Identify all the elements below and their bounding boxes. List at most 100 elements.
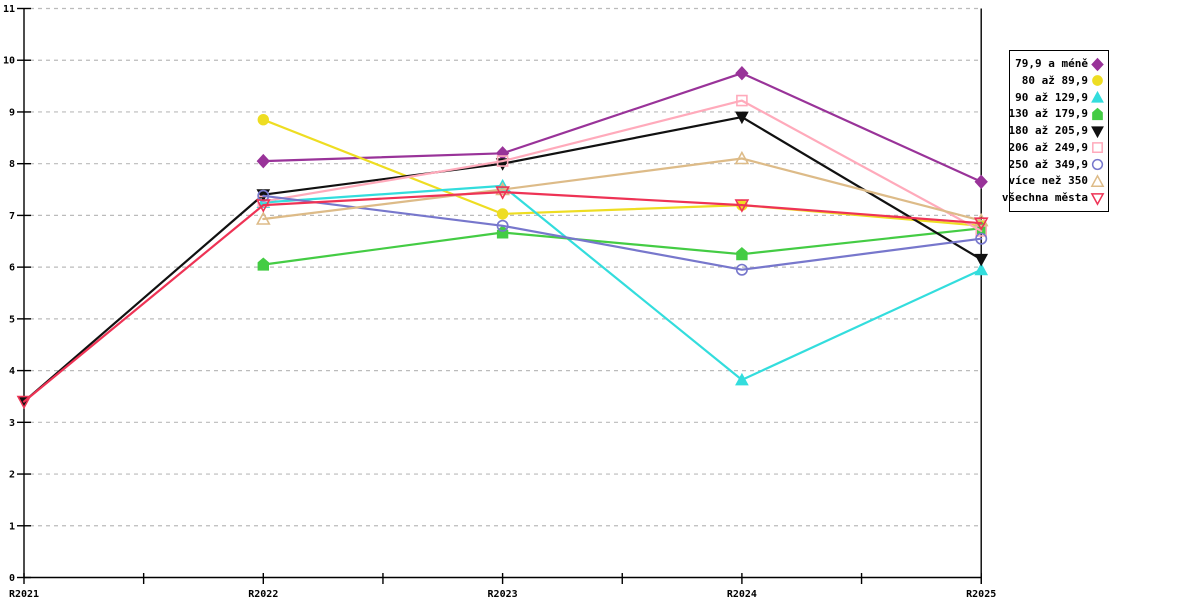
legend-item-label: 79,9 a méně — [1015, 57, 1088, 70]
x-tick-label: R2024 — [727, 589, 757, 600]
pentagon-marker-icon — [257, 257, 269, 271]
pentagon-marker-icon — [496, 225, 509, 239]
legend-triangle-down-icon — [1090, 192, 1105, 206]
triangle-down-marker-icon — [495, 186, 510, 200]
gridlines — [30, 7, 978, 527]
legend-item: 206 až 249,9 — [1009, 140, 1105, 156]
axes — [17, 7, 982, 584]
legend: 79,9 a méně 80 až 89,9 90 až 129,9 130 až 1… — [1002, 50, 1109, 212]
legend-item-label: 80 až 89,9 — [1021, 73, 1088, 87]
y-tick-label: 5 — [9, 314, 15, 325]
triangle-down-marker-icon — [974, 253, 989, 267]
triangle-up-marker-icon — [1091, 90, 1104, 103]
legend-circle-icon — [1091, 158, 1104, 171]
x-tick-label: R2021 — [9, 589, 39, 600]
y-tick-label: 3 — [9, 418, 15, 429]
legend-diamond-icon — [1091, 57, 1104, 71]
diamond-marker-icon — [1091, 57, 1104, 71]
triangle-down-marker-icon — [973, 217, 989, 231]
circle-marker-icon — [257, 189, 270, 202]
legend-item: 130 až 179,9 — [1009, 106, 1105, 122]
x-tick-label: R2023 — [488, 589, 518, 600]
square-marker-icon — [736, 94, 748, 107]
legend-item: 90 až 129,9 — [1014, 90, 1105, 106]
diamond-marker-icon — [256, 153, 270, 169]
circle-marker-icon — [975, 232, 988, 245]
series-6 — [257, 189, 988, 276]
series-line-7 — [262, 157, 983, 222]
legend-item: více než 350 — [1009, 173, 1105, 189]
legend-circle-icon — [1092, 75, 1103, 87]
triangle-up-marker-icon — [735, 372, 749, 386]
triangle-up-marker-icon — [1090, 174, 1105, 187]
series-3 — [257, 221, 987, 271]
y-tick-label: 0 — [9, 573, 15, 584]
y-tick-label: 6 — [9, 263, 15, 274]
diamond-marker-icon — [735, 65, 749, 81]
triangle-up-marker-icon — [734, 150, 750, 165]
series-2 — [256, 178, 989, 386]
circle-marker-icon — [496, 208, 509, 220]
triangle-up-marker-icon — [495, 181, 510, 196]
y-tick-label: 10 — [3, 56, 15, 67]
y-tick-label: 1 — [9, 521, 15, 532]
legend-item-label: 130 až 179,9 — [1008, 107, 1088, 121]
y-tick-label: 9 — [9, 107, 15, 118]
diamond-marker-icon — [974, 174, 988, 190]
legend-triangle-down-icon — [1091, 125, 1104, 138]
legend-item-label: 250 až 349,9 — [1008, 157, 1088, 171]
square-marker-icon — [496, 155, 509, 167]
triangle-down-marker-icon — [1090, 192, 1105, 206]
triangle-up-marker-icon — [974, 262, 989, 276]
legend-item: 180 až 205,9 — [1009, 123, 1105, 139]
x-tick-label: R2022 — [248, 589, 278, 600]
y-tick-label: 7 — [9, 211, 15, 222]
tick-labels: 0 1 2 3 4 5 6 7 8 9 10 11 R2021 R2022 R2023 R2024 R2025 — [3, 4, 996, 600]
triangle-down-marker-icon — [1091, 125, 1104, 138]
triangle-down-marker-icon — [255, 199, 271, 213]
legend-item: všechna města — [1002, 190, 1105, 206]
series-0 — [256, 65, 988, 190]
legend-square-icon — [1092, 142, 1103, 154]
series-8 — [16, 186, 989, 410]
legend-item: 250 až 349,9 — [1009, 157, 1105, 173]
legend-item-label: 206 až 249,9 — [1008, 140, 1088, 154]
pentagon-marker-icon — [736, 247, 748, 261]
legend-triangle-up-icon — [1091, 90, 1104, 103]
legend-triangle-up-icon — [1090, 174, 1105, 187]
circle-marker-icon — [735, 263, 748, 276]
legend-pentagon-icon — [1092, 107, 1103, 120]
circle-marker-icon — [496, 219, 509, 232]
triangle-down-marker-icon — [735, 111, 749, 125]
legend-item: 79,9 a méně — [1014, 56, 1105, 72]
square-marker-icon — [1092, 142, 1103, 154]
y-tick-label: 2 — [9, 470, 15, 481]
x-tick-label: R2025 — [966, 589, 996, 600]
series-7 — [255, 150, 989, 227]
series-line-6 — [262, 194, 983, 271]
y-tick-label: 4 — [9, 366, 15, 377]
series-line-5 — [262, 99, 983, 232]
series-line-0 — [262, 72, 983, 183]
circle-marker-icon — [1092, 75, 1103, 87]
legend-item: 80 až 89,9 — [1014, 73, 1105, 89]
y-tick-label: 11 — [3, 4, 15, 15]
pentagon-marker-icon — [1092, 107, 1103, 120]
triangle-down-marker-icon — [734, 199, 750, 213]
series-line-1 — [262, 118, 983, 227]
circle-marker-icon — [257, 113, 269, 126]
legend-item-label: více než 350 — [1008, 174, 1088, 188]
series-line-2 — [262, 184, 983, 381]
y-tick-label: 8 — [9, 159, 15, 170]
triangle-up-marker-icon — [973, 212, 989, 227]
series-line-8 — [22, 191, 983, 403]
circle-marker-icon — [1091, 158, 1104, 171]
legend-item-label: všechna města — [1001, 191, 1088, 204]
triangle-down-marker-icon — [16, 395, 32, 410]
legend-item-label: 180 až 205,9 — [1008, 124, 1088, 137]
series-line-3 — [262, 227, 983, 266]
legend-item-label: 90 až 129,9 — [1015, 90, 1088, 104]
triangle-up-marker-icon — [255, 211, 271, 225]
